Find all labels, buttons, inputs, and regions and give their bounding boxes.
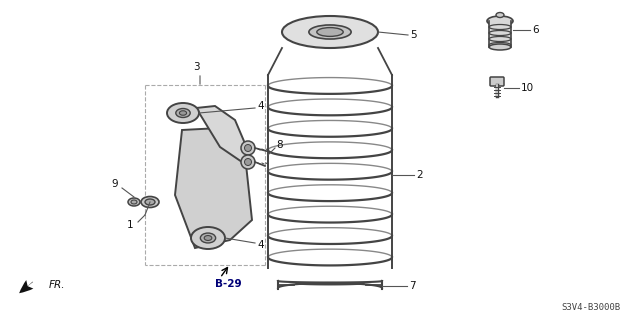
FancyBboxPatch shape	[490, 77, 504, 86]
Circle shape	[241, 155, 255, 169]
Text: 8: 8	[276, 140, 283, 150]
Ellipse shape	[141, 197, 159, 207]
Text: 4: 4	[257, 240, 264, 250]
Ellipse shape	[489, 31, 511, 35]
Ellipse shape	[489, 44, 511, 50]
Text: 9: 9	[111, 179, 118, 189]
Text: 7: 7	[409, 281, 415, 291]
Polygon shape	[196, 106, 252, 162]
Circle shape	[244, 159, 252, 166]
Circle shape	[244, 145, 252, 152]
Ellipse shape	[204, 235, 212, 241]
Ellipse shape	[131, 200, 137, 204]
Bar	[489, 21, 511, 47]
Ellipse shape	[179, 111, 187, 115]
Text: 4: 4	[257, 101, 264, 111]
Ellipse shape	[489, 36, 511, 41]
Ellipse shape	[282, 16, 378, 48]
Ellipse shape	[489, 25, 511, 29]
Ellipse shape	[487, 16, 513, 26]
Ellipse shape	[496, 12, 504, 18]
Polygon shape	[175, 128, 252, 248]
Text: FR.: FR.	[49, 280, 65, 290]
Circle shape	[241, 141, 255, 155]
Ellipse shape	[309, 25, 351, 39]
Text: B-29: B-29	[214, 279, 241, 289]
FancyArrowPatch shape	[19, 280, 33, 293]
Ellipse shape	[489, 42, 511, 48]
Ellipse shape	[191, 227, 225, 249]
Text: 10: 10	[521, 83, 534, 93]
Text: 1: 1	[126, 220, 133, 230]
Text: 6: 6	[532, 25, 539, 35]
Ellipse shape	[200, 233, 216, 243]
Text: 2: 2	[416, 170, 422, 180]
Ellipse shape	[317, 28, 343, 36]
Ellipse shape	[176, 108, 190, 117]
Ellipse shape	[145, 199, 155, 205]
Text: 3: 3	[193, 62, 199, 72]
Ellipse shape	[128, 198, 140, 206]
Text: S3V4-B3000B: S3V4-B3000B	[561, 303, 620, 313]
Text: 5: 5	[410, 30, 417, 40]
Ellipse shape	[167, 103, 199, 123]
